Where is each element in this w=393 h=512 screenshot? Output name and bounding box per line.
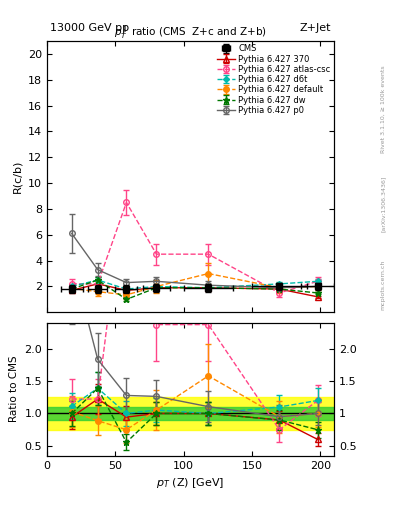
Text: 13000 GeV pp: 13000 GeV pp xyxy=(50,23,129,33)
Legend: CMS, Pythia 6.427 370, Pythia 6.427 atlas-csc, Pythia 6.427 d6t, Pythia 6.427 de: CMS, Pythia 6.427 370, Pythia 6.427 atla… xyxy=(216,44,332,116)
Text: [arXiv:1306.3436]: [arXiv:1306.3436] xyxy=(381,176,386,232)
Text: Rivet 3.1.10, ≥ 100k events: Rivet 3.1.10, ≥ 100k events xyxy=(381,65,386,153)
Y-axis label: Ratio to CMS: Ratio to CMS xyxy=(9,356,19,422)
Y-axis label: R(c/b): R(c/b) xyxy=(13,160,23,194)
Text: mcplots.cern.ch: mcplots.cern.ch xyxy=(381,260,386,310)
Bar xyxy=(47,397,334,430)
Text: Z+Jet: Z+Jet xyxy=(300,23,331,33)
Bar xyxy=(47,407,334,420)
X-axis label: $p_T$ (Z) [GeV]: $p_T$ (Z) [GeV] xyxy=(156,476,225,490)
Title: $p_T^{\parallel}$ ratio (CMS  Z+c and Z+b): $p_T^{\parallel}$ ratio (CMS Z+c and Z+b… xyxy=(114,23,267,41)
